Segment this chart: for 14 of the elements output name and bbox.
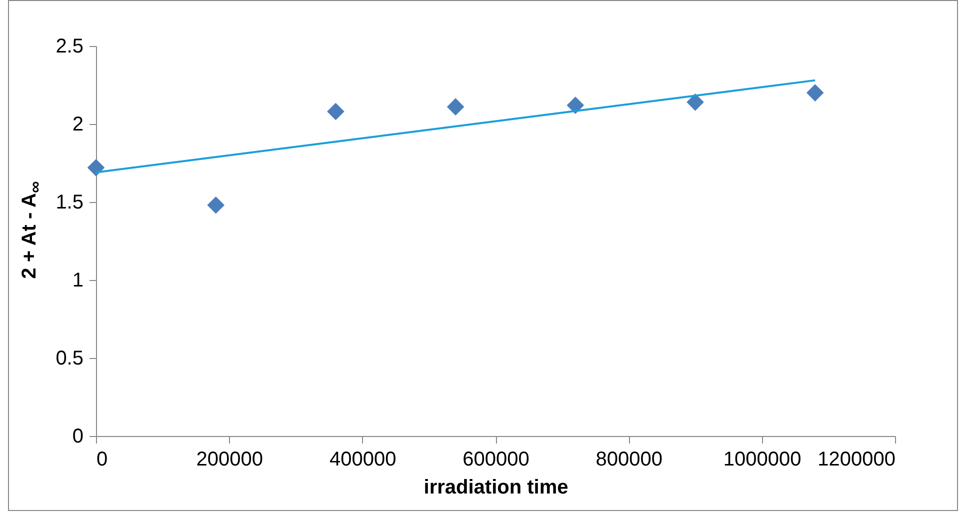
y-tick-label: 2 (72, 114, 84, 136)
y-tick-label: 1.5 (56, 192, 84, 214)
x-axis-title: irradiation time (424, 476, 568, 498)
x-tick-label: 1200000 (818, 448, 896, 470)
x-tick-label: 800000 (596, 448, 663, 470)
y-tick-label: 2.5 (56, 36, 84, 58)
x-tick-label: 0 (96, 448, 108, 470)
y-tick-label: 0.5 (56, 348, 84, 370)
x-tick-label: 1000000 (723, 448, 802, 470)
y-tick-label: 1 (72, 270, 84, 292)
y-tick-label: 0 (72, 426, 84, 448)
x-tick-label: 400000 (329, 448, 396, 470)
x-tick-label: 200000 (196, 448, 264, 470)
x-tick-label: 600000 (462, 448, 530, 470)
